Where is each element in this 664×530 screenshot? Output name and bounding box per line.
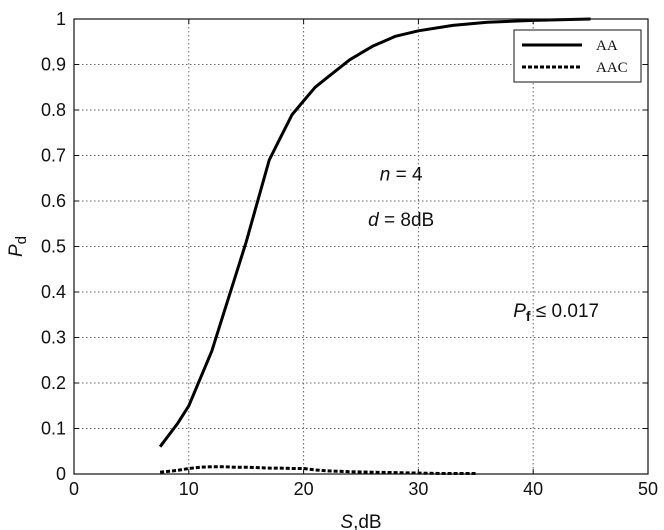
axis-ticks: 0 10 20 30 40 50 0 0.1 0.2 0.3 0.4 0.5 0.6 0.7 0.8 0.9 1 (41, 9, 658, 499)
y-axis-label: Pd (6, 236, 30, 257)
x-tick-label: 10 (179, 479, 199, 499)
annotation-d-var: d (368, 210, 380, 231)
y-tick-label: 0.8 (41, 100, 66, 120)
y-tick-label: 0.9 (41, 55, 66, 75)
annotation-n-text: = 4 (390, 165, 423, 186)
series-line-aac (159, 465, 476, 475)
grid (74, 19, 648, 474)
plot-frame (73, 18, 649, 475)
x-tick-label: 40 (523, 479, 543, 499)
y-tick-label: 0.7 (41, 146, 66, 166)
x-tick-label: 0 (69, 479, 79, 499)
annotation-d-text: = 8dB (379, 210, 434, 231)
y-tick-label: 0.2 (41, 373, 66, 393)
annotation-pf-text: ≤ 0.017 (531, 301, 600, 322)
legend-box (513, 29, 642, 83)
annotation-d: d = 8dB (368, 210, 434, 231)
annotation-pf-sub: f (526, 308, 531, 324)
y-tick-label: 0.3 (41, 328, 66, 348)
x-tick-label: 50 (638, 479, 658, 499)
x-tick-label: 20 (294, 479, 314, 499)
series-line-aa (158, 17, 591, 448)
y-tick-label: 0 (56, 464, 66, 484)
series-layer (158, 17, 591, 475)
annotation-n-var: n (380, 165, 391, 186)
y-tick-label: 0.5 (41, 237, 66, 257)
y-tick-label: 0.4 (41, 282, 66, 302)
annotation-pf: Pf ≤ 0.017 (513, 301, 599, 324)
x-axis-label: S,dB (340, 512, 381, 530)
y-tick-label: 0.6 (41, 191, 66, 211)
legend-label-aa: AA (596, 38, 618, 54)
x-tick-label: 30 (408, 479, 428, 499)
y-tick-label: 1 (56, 9, 66, 29)
legend: AA AAC (513, 29, 642, 83)
y-tick-label: 0.1 (41, 419, 66, 439)
annotation-n: n = 4 (380, 165, 423, 186)
annotation-pf-var: P (513, 301, 526, 322)
legend-label-aac: AAC (596, 60, 628, 76)
